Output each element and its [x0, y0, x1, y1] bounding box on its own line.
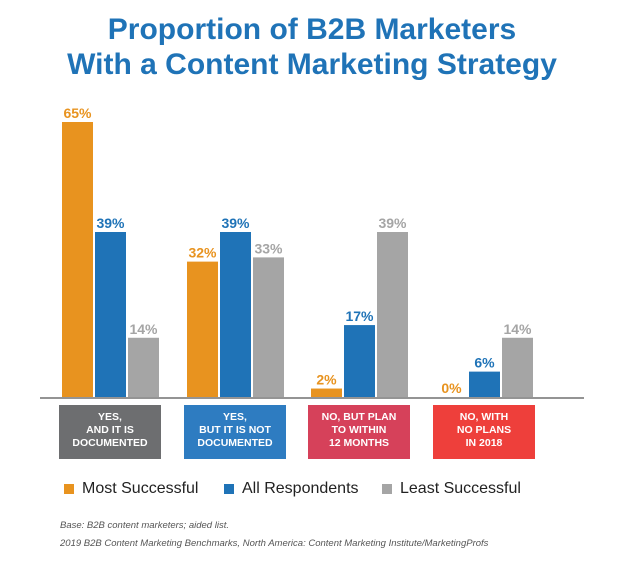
bar-most-successful-1 — [62, 122, 93, 397]
data-label-most-successful-4: 0% — [441, 380, 462, 396]
legend-label-all-respondents: All Respondents — [242, 480, 359, 497]
category-label-2-line-1: YES, — [223, 411, 247, 423]
data-label-most-successful-1: 65% — [63, 105, 92, 121]
legend-swatch-least-successful — [382, 484, 392, 494]
legend-item-all-respondents: All Respondents — [224, 480, 359, 498]
bar-all-respondents-4 — [469, 371, 500, 397]
footnote-base: Base: B2B content marketers; aided list. — [60, 520, 229, 531]
category-label-2-line-2: BUT IT IS NOT — [199, 424, 271, 436]
legend-label-least-successful: Least Successful — [400, 480, 521, 497]
category-label-3-line-3: 12 MONTHS — [329, 437, 389, 449]
bar-all-respondents-2 — [220, 232, 251, 397]
bar-most-successful-2 — [187, 261, 218, 397]
bar-all-respondents-3 — [344, 325, 375, 397]
data-label-all-respondents-3: 17% — [345, 308, 374, 324]
bar-least-successful-4 — [502, 337, 533, 397]
footnote-source: 2019 B2B Content Marketing Benchmarks, N… — [60, 538, 489, 549]
category-box-4 — [433, 405, 535, 459]
data-label-least-successful-1: 14% — [129, 321, 158, 337]
bar-least-successful-1 — [128, 337, 159, 397]
category-label-1-line-1: YES, — [98, 411, 122, 423]
legend-item-most-successful: Most Successful — [64, 480, 198, 498]
legend-swatch-all-respondents — [224, 484, 234, 494]
category-label-1-line-2: AND IT IS — [86, 424, 134, 436]
data-label-least-successful-2: 33% — [254, 240, 283, 256]
category-label-1-line-3: DOCUMENTED — [72, 437, 148, 449]
chart-title-line1: Proportion of B2B Marketers — [107, 13, 517, 46]
category-label-4-line-3: IN 2018 — [466, 437, 503, 449]
category-label-4-line-1: NO, WITH — [460, 411, 508, 423]
data-label-least-successful-3: 39% — [378, 215, 407, 231]
legend-item-least-successful: Least Successful — [382, 480, 521, 498]
data-label-least-successful-4: 14% — [503, 321, 532, 337]
category-box-1 — [59, 405, 161, 459]
bar-all-respondents-1 — [95, 232, 126, 397]
bar-least-successful-3 — [377, 232, 408, 397]
category-label-4-line-2: NO PLANS — [457, 424, 511, 436]
legend-label-most-successful: Most Successful — [82, 480, 199, 497]
data-label-most-successful-3: 2% — [316, 372, 337, 388]
data-label-most-successful-2: 32% — [188, 245, 217, 261]
category-label-2-line-3: DOCUMENTED — [197, 437, 273, 449]
data-label-all-respondents-2: 39% — [221, 215, 250, 231]
bar-chart: 65%39%14%YES,AND IT ISDOCUMENTED32%39%33… — [40, 105, 584, 459]
category-box-3 — [308, 405, 410, 459]
chart-title: Proportion of B2B Marketers With a Conte… — [0, 12, 624, 82]
data-label-all-respondents-4: 6% — [474, 355, 495, 371]
chart-title-line2: With a Content Marketing Strategy — [67, 48, 557, 81]
data-label-all-respondents-1: 39% — [96, 215, 125, 231]
category-label-3-line-2: TO WITHIN — [332, 424, 387, 436]
bar-most-successful-3 — [311, 388, 342, 397]
legend-swatch-most-successful — [64, 484, 74, 494]
category-box-2 — [184, 405, 286, 459]
category-label-3-line-1: NO, BUT PLAN — [322, 411, 397, 423]
bar-least-successful-2 — [253, 257, 284, 397]
